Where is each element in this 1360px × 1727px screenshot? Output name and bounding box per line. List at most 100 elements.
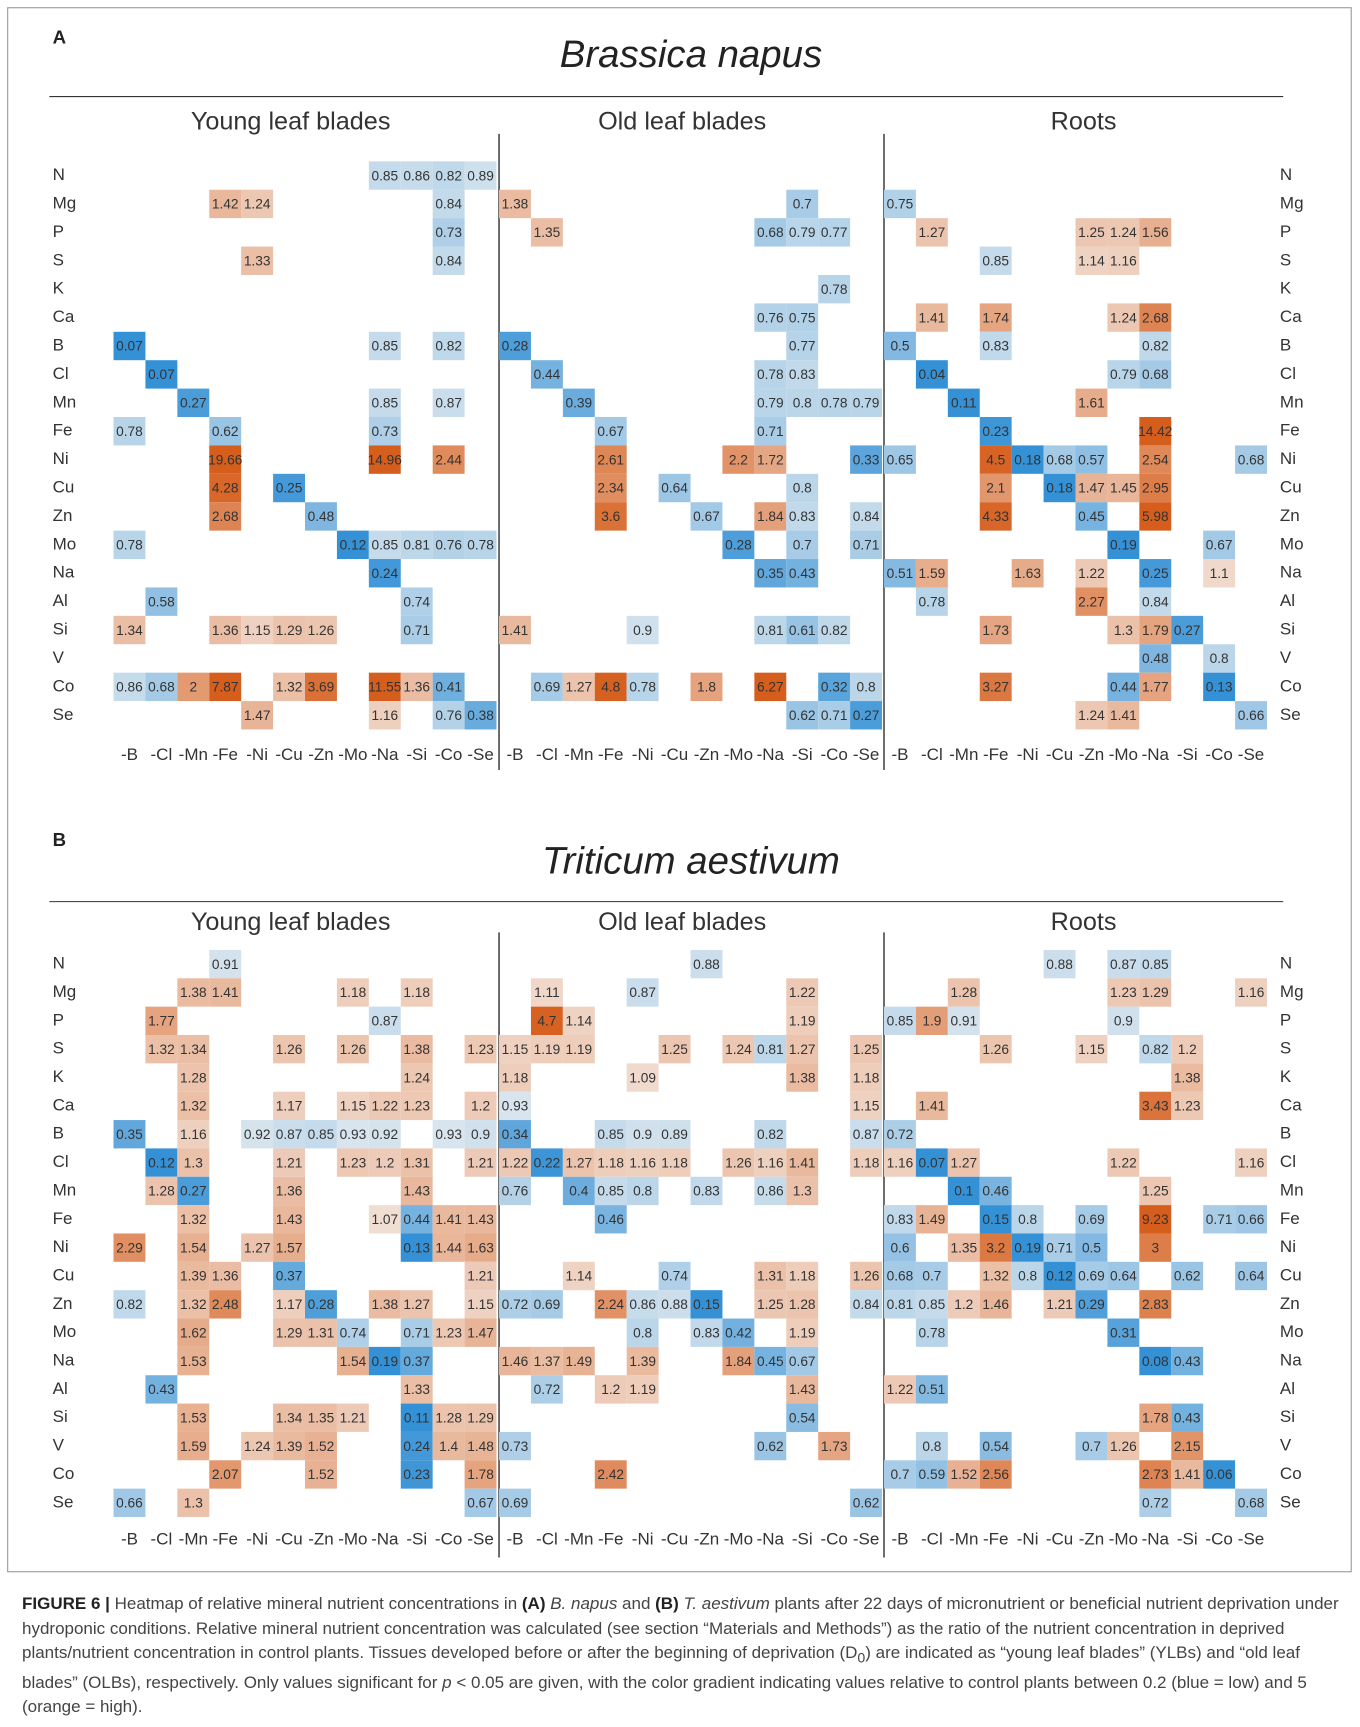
heat-cell [786,502,819,531]
column-label: -Mn [564,1529,593,1548]
heat-cell [884,1205,916,1234]
row-label: Cu [53,1265,75,1284]
heat-cell [177,1063,210,1092]
heat-cell [1203,1460,1236,1489]
heat-cell [979,445,1012,474]
heat-cell [177,1261,210,1291]
row-label: Al [1280,591,1295,610]
column-label: -Cl [151,1529,173,1548]
heat-cell [464,1261,497,1291]
tissue-header: Old leaf blades [598,908,766,936]
cell-value: 0.9 [633,1127,652,1142]
row-label: Mg [53,193,77,212]
heat-cell [145,360,178,389]
heat-cell [1203,530,1236,560]
row-label: Ca [1280,1095,1302,1114]
heat-cell [1139,303,1172,332]
heat-cell [400,1233,433,1262]
row-label: Si [53,1407,68,1426]
heat-cell [273,1176,306,1206]
heat-cell [177,1120,210,1149]
heat-cell [145,1375,178,1404]
cell-value: 0.9 [633,623,652,638]
row-label: Fe [53,421,73,440]
cell-value: 1.38 [403,1042,430,1057]
cell-value: 0.45 [757,1354,784,1369]
cell-value: 7.87 [212,680,239,695]
cell-value: 1.15 [467,1297,494,1312]
heat-cell [177,1233,210,1262]
heat-cell [915,1091,948,1121]
cell-value: 0.24 [403,1439,430,1454]
heat-cell [915,1205,948,1234]
cell-value: 0.78 [757,367,784,382]
heat-cell [400,1431,433,1461]
figure-border [7,7,1352,1573]
heat-cell [1075,246,1108,275]
chart-title: Brassica napus [560,33,822,76]
cell-value: 0.71 [757,424,784,439]
cell-value: 1.25 [757,1297,784,1312]
row-label: Cl [53,364,69,383]
row-label: V [1280,1436,1292,1455]
heat-cell [530,1346,563,1376]
heat-cell [850,1290,883,1319]
heat-cell [432,1205,465,1234]
row-label: Ca [53,1095,75,1114]
heat-cell [690,1176,723,1206]
heat-cell [594,672,627,702]
cell-value: 1.36 [212,623,239,638]
column-label: -Cl [921,1529,943,1548]
cell-value: 0.79 [853,396,880,411]
heat-cell [1235,1261,1267,1291]
cell-value: 1.38 [180,985,207,1000]
heat-cell [113,530,146,560]
row-label: Mg [1280,982,1304,1001]
heat-cell [177,1091,210,1121]
panel-letter: B [53,829,66,850]
cell-value: 0.43 [1174,1354,1201,1369]
heat-cell [177,1403,210,1432]
heat-cell [562,1148,595,1177]
row-label: Ni [1280,1237,1296,1256]
column-label: -B [121,745,138,764]
row-label: V [53,648,65,667]
heat-cell [1139,644,1172,673]
cell-value: 0.7 [1082,1439,1101,1454]
caption-text: B. napus [550,1594,618,1613]
heat-cell [113,1488,146,1517]
cell-value: 1.49 [566,1354,593,1369]
cell-value: 0.32 [821,680,848,695]
cell-value: 0.71 [1046,1240,1073,1255]
heat-cell [464,1091,497,1121]
column-label: -Na [371,745,399,764]
heat-cell [1139,1205,1172,1234]
row-label: Mg [1280,193,1304,212]
heat-cell [209,949,242,979]
heat-cell [400,978,433,1007]
tissue-header: Old leaf blades [598,108,766,136]
row-label: Cl [53,1152,69,1171]
heat-cell [1075,445,1108,474]
cell-value: 0.57 [1078,452,1105,467]
cell-value: 3.6 [601,509,620,524]
heat-cell [1107,360,1140,389]
heat-cell [754,672,787,702]
cell-value: 1.15 [853,1099,880,1114]
row-label: Cu [53,478,75,497]
heat-cell [1139,559,1172,588]
heat-cell [979,1460,1012,1489]
cell-value: 0.68 [1238,452,1265,467]
heat-cell [368,1091,401,1121]
heat-cell [658,1290,691,1319]
heat-cell [1139,949,1172,979]
row-label: S [53,1039,64,1058]
heat-cell [209,189,242,219]
cell-value: 1.43 [467,1212,494,1227]
heat-cell [113,417,146,446]
cell-value: 0.67 [789,1354,816,1369]
row-label: Cl [1280,1152,1296,1171]
heat-cell [818,672,851,702]
cell-value: 0.46 [982,1184,1009,1199]
heat-cell [177,1205,210,1234]
